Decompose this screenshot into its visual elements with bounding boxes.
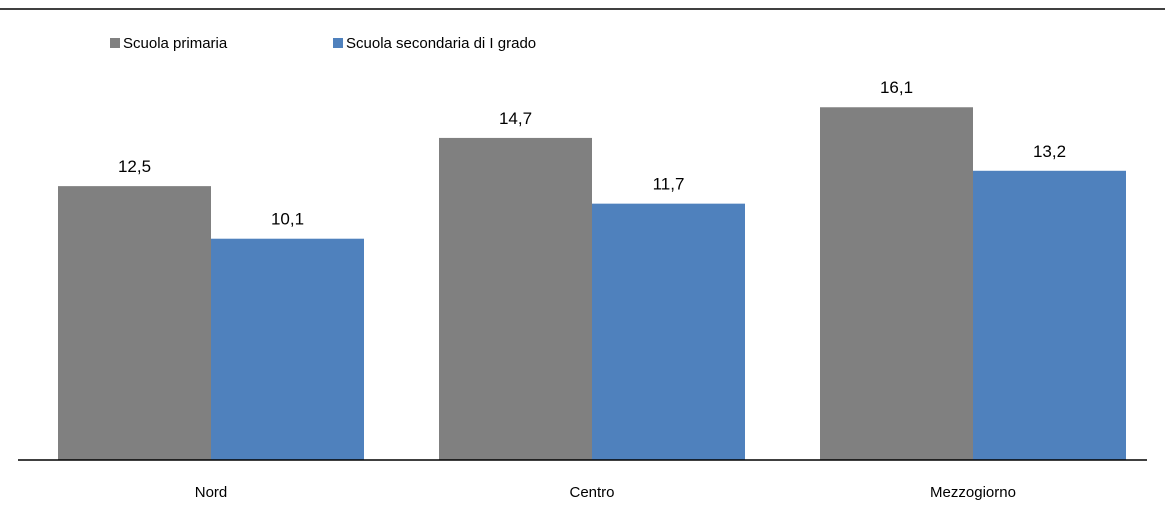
bar-mezzogiorno-series-1 (973, 170, 1126, 461)
category-label-centro: Centro (569, 484, 614, 501)
bar-mezzogiorno-series-0 (820, 107, 973, 460)
category-label-nord: Nord (195, 484, 228, 501)
value-label-centro-series-0: 14,7 (499, 109, 532, 128)
legend-label-scuola-primaria: Scuola primaria (123, 35, 228, 52)
value-label-mezzogiorno-series-1: 13,2 (1033, 142, 1066, 161)
bar-centro-series-0 (439, 137, 592, 461)
bar-nord-series-0 (58, 186, 211, 460)
category-label-mezzogiorno: Mezzogiorno (930, 484, 1016, 501)
value-label-mezzogiorno-series-0: 16,1 (880, 78, 913, 97)
bars-group (58, 107, 1126, 461)
value-label-nord-series-1: 10,1 (271, 210, 304, 229)
legend-label-scuola-secondaria: Scuola secondaria di I grado (346, 35, 536, 52)
legend-swatch-scuola-secondaria (333, 38, 343, 48)
bar-nord-series-1 (211, 238, 364, 460)
category-labels-group: Nord Centro Mezzogiorno (195, 484, 1016, 501)
value-labels-group: 12,5 10,1 14,7 11,7 16,1 13,2 (118, 78, 1066, 228)
value-label-nord-series-0: 12,5 (118, 157, 151, 176)
bar-centro-series-1 (592, 203, 745, 461)
legend: Scuola primaria Scuola secondaria di I g… (110, 35, 536, 52)
legend-swatch-scuola-primaria (110, 38, 120, 48)
value-label-centro-series-1: 11,7 (653, 175, 685, 194)
